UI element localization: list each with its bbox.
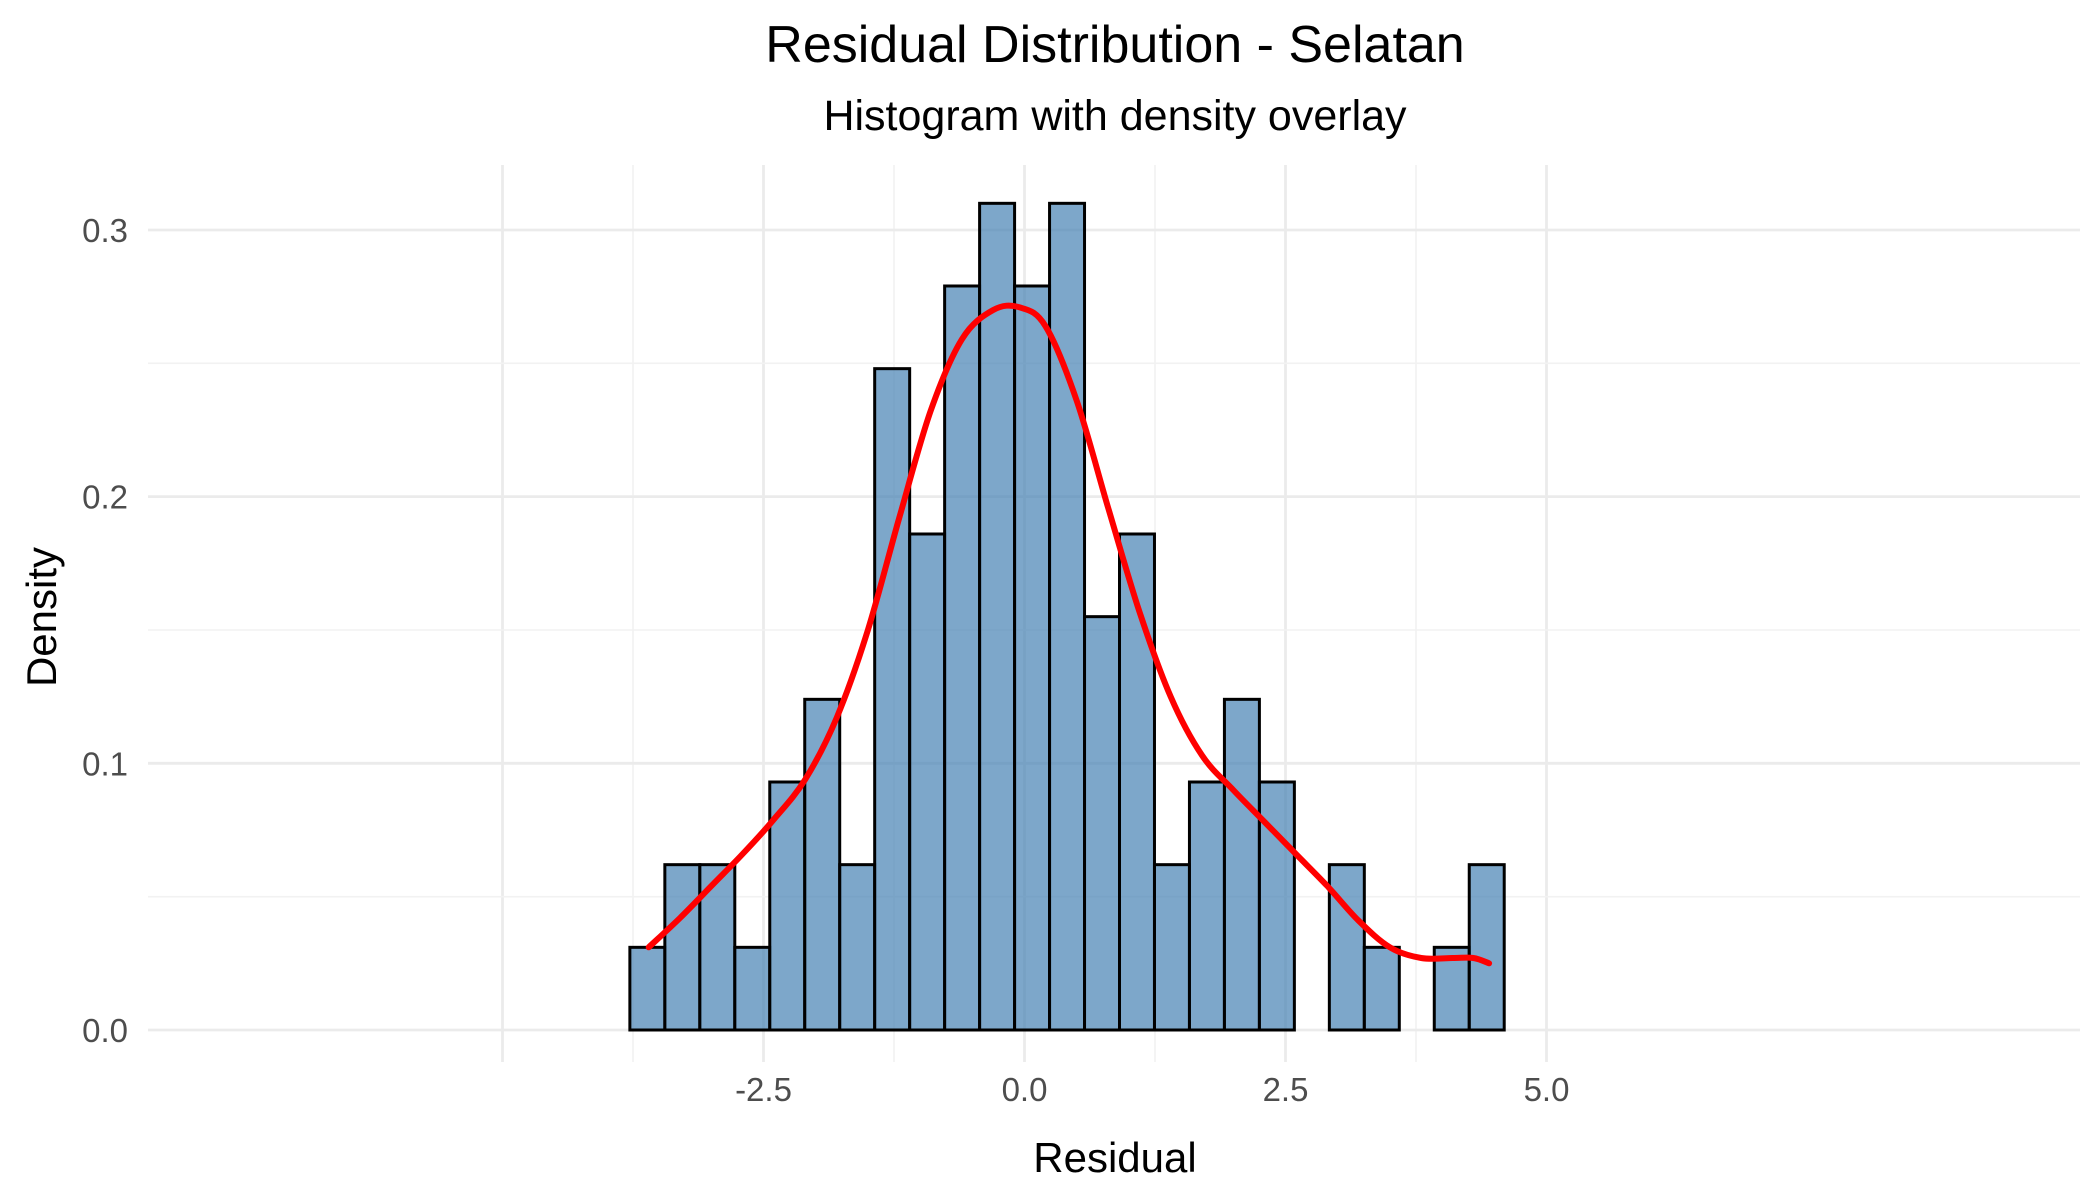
density-overlay: [645, 302, 1493, 967]
histogram-bar: [1013, 284, 1052, 1032]
x-tick-label: 2.5: [1263, 1071, 1309, 1108]
histogram-bar: [663, 863, 702, 1032]
histogram-bar: [1327, 863, 1366, 1032]
histogram-bar: [1048, 201, 1087, 1032]
chart-subtitle: Histogram with density overlay: [823, 92, 1407, 140]
y-tick-label: 0.0: [82, 1012, 128, 1049]
histogram-bars: [628, 201, 1506, 1032]
histogram-bar: [908, 532, 947, 1032]
y-tick-label: 0.3: [82, 212, 128, 249]
histogram-bar: [1118, 532, 1156, 1032]
histogram-bar: [768, 780, 807, 1032]
histogram-bar: [873, 367, 912, 1032]
histogram-bar: [1083, 615, 1122, 1032]
y-axis-title: Density: [18, 547, 65, 687]
x-tick-label: 0.0: [1002, 1071, 1048, 1108]
x-axis-ticks: -2.5 0.0 2.5 5.0: [735, 1071, 1569, 1108]
histogram-bar: [1467, 863, 1506, 1032]
histogram-bar: [628, 945, 667, 1032]
density-curve-line: [645, 302, 1493, 967]
histogram-bar: [838, 863, 877, 1032]
chart-title: Residual Distribution - Selatan: [765, 16, 1464, 74]
y-tick-label: 0.1: [82, 745, 128, 782]
histogram-bar: [1152, 863, 1191, 1032]
x-axis-title: Residual: [1033, 1134, 1196, 1181]
y-tick-label: 0.2: [82, 479, 128, 516]
histogram-bar: [1187, 780, 1226, 1032]
histogram-bar: [978, 201, 1017, 1032]
histogram-bar: [943, 284, 982, 1032]
y-axis-ticks: 0.0 0.1 0.2 0.3: [82, 212, 128, 1049]
x-tick-label: 5.0: [1524, 1071, 1570, 1108]
histogram-bar: [1362, 945, 1401, 1032]
histogram-bar: [1222, 697, 1261, 1032]
x-tick-label: -2.5: [735, 1071, 792, 1108]
histogram-bar: [803, 697, 842, 1032]
histogram-bar: [733, 945, 772, 1032]
